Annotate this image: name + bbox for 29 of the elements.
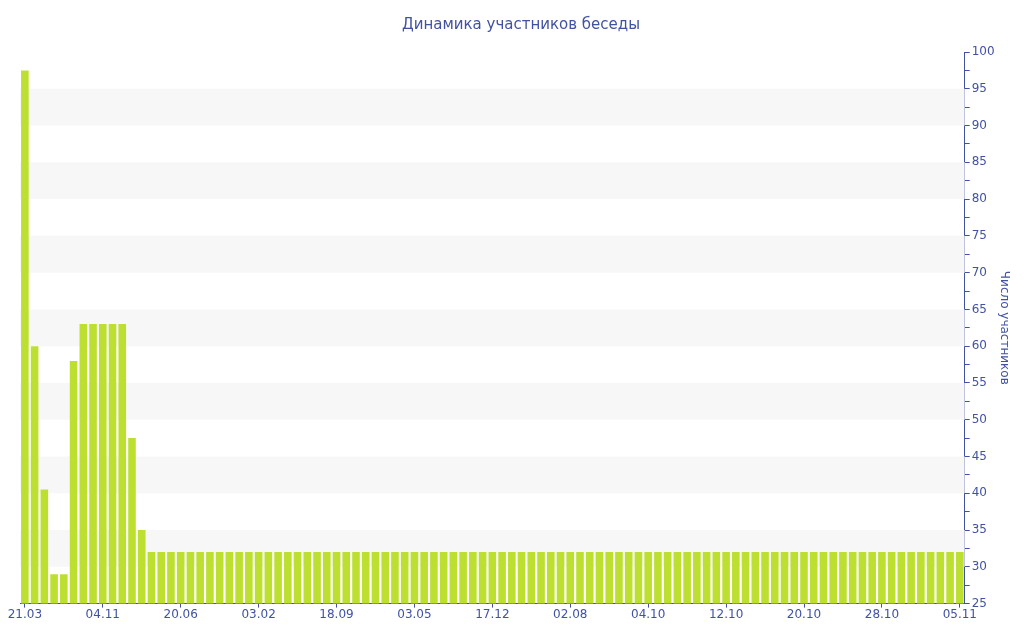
y-tick-label: 95 xyxy=(971,80,987,95)
y-tick-label: 65 xyxy=(971,301,987,316)
x-tick-label: 18.09 xyxy=(319,606,354,621)
y-tick-label: 85 xyxy=(971,154,987,169)
x-tick-label: 02.08 xyxy=(553,606,588,621)
y-tick-label: 75 xyxy=(971,227,987,242)
y-tick-label: 40 xyxy=(971,485,987,500)
y-tick-label: 80 xyxy=(971,191,987,206)
x-tick-label: 04.10 xyxy=(630,606,666,621)
x-tick-label: 20.06 xyxy=(163,606,198,621)
x-tick-label: 17.12 xyxy=(475,606,510,621)
y-tick-label: 70 xyxy=(971,264,987,279)
x-tick-label: 03.05 xyxy=(397,606,432,621)
x-tick-label: 03.02 xyxy=(241,606,276,621)
x-tick-label: 28.10 xyxy=(864,606,900,621)
x-tick-label: 12.10 xyxy=(708,606,744,621)
y-tick-label: 60 xyxy=(971,338,987,353)
chart-title: Динамика участников беседы xyxy=(401,14,641,33)
y-tick-label: 35 xyxy=(971,522,987,537)
y-tick-label: 90 xyxy=(971,117,987,132)
x-tick-label: 04.11 xyxy=(85,606,120,621)
y-tick-label: 55 xyxy=(971,375,987,390)
y-tick-label: 45 xyxy=(971,448,987,463)
y-tick-label: 30 xyxy=(971,558,987,573)
x-tick-label: 20.10 xyxy=(786,606,822,621)
y-axis-title: Число участников xyxy=(997,270,1012,385)
x-tick-label: 21.03 xyxy=(7,606,43,621)
y-tick-label: 50 xyxy=(971,411,987,426)
y-tick-label: 100 xyxy=(971,44,995,59)
